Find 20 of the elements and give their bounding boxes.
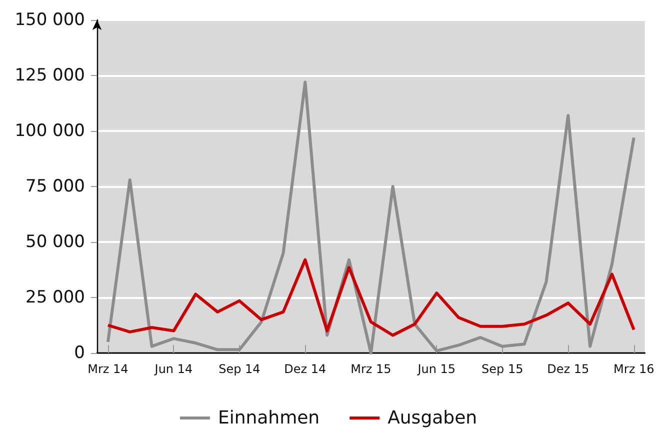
x-tick-label: Dez 15 [547, 362, 590, 376]
y-tick-label: 50 000 [26, 232, 85, 252]
line-series [106, 258, 636, 337]
x-tick-label: Mrz 16 [614, 362, 654, 376]
x-tick-label: Mrz 14 [88, 362, 128, 376]
x-tick-label: Dez 14 [284, 362, 326, 376]
line-series [106, 80, 636, 354]
x-tick-label: Sep 15 [482, 362, 524, 376]
y-tick-label: 75 000 [26, 176, 85, 196]
y-tick-label: 150 000 [14, 10, 85, 30]
x-tick-label: Sep 14 [218, 362, 260, 376]
x-tick-label: Jun 15 [416, 362, 456, 376]
legend-label: Einnahmen [218, 408, 320, 428]
y-tick-label: 25 000 [26, 288, 85, 308]
legend-label: Ausgaben [388, 408, 478, 428]
y-tick-label: 0 [74, 343, 85, 363]
x-tick-label: Mrz 15 [350, 362, 392, 376]
x-tick-label: Jun 14 [154, 362, 193, 376]
y-tick-label: 100 000 [14, 121, 85, 141]
y-tick-label: 125 000 [14, 66, 85, 86]
